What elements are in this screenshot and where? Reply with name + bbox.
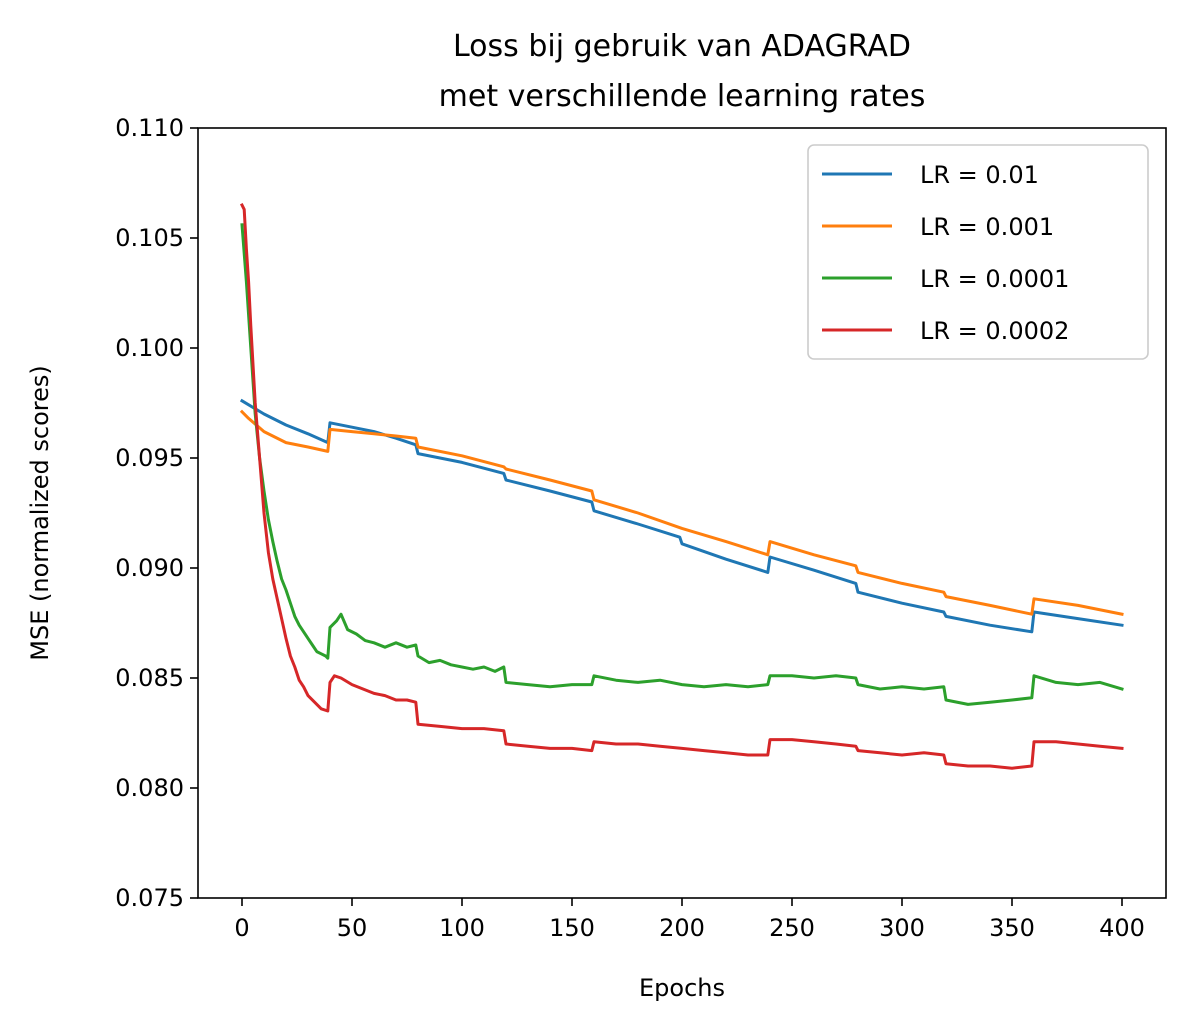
x-axis: 0 50 100 150 200 250 300 350 400: [234, 898, 1145, 942]
x-tick-label: 300: [879, 914, 925, 942]
y-tick-label: 0.100: [115, 334, 184, 362]
y-tick-label: 0.090: [115, 554, 184, 582]
x-tick-label: 250: [769, 914, 815, 942]
series-group: [239, 202, 1124, 770]
y-tick-label: 0.110: [115, 114, 184, 142]
x-tick-label: 50: [337, 914, 368, 942]
y-axis-label: MSE (normalized scores): [26, 365, 54, 660]
y-axis: 0.075 0.080 0.085 0.090 0.095 0.100 0.105 0.110: [115, 114, 198, 912]
x-tick-label: 400: [1099, 914, 1145, 942]
series-line-2: [239, 409, 1124, 616]
x-tick-label: 0: [234, 914, 249, 942]
legend: LR = 0.01 LR = 0.001 LR = 0.0001 LR = 0.000…: [807, 144, 1149, 360]
y-tick-label: 0.095: [115, 444, 184, 472]
x-tick-label: 100: [439, 914, 485, 942]
y-tick-label: 0.080: [115, 774, 184, 802]
y-tick-label: 0.075: [115, 884, 184, 912]
legend-label-3: LR = 0.0001: [920, 265, 1069, 293]
chart-title-line-1: Loss bij gebruik van ADAGRAD: [453, 29, 911, 64]
legend-label-4: LR = 0.0002: [920, 317, 1069, 345]
x-tick-label: 350: [989, 914, 1035, 942]
y-tick-label: 0.085: [115, 664, 184, 692]
legend-box: [807, 144, 1149, 360]
y-tick-label: 0.105: [115, 224, 184, 252]
x-tick-label: 150: [549, 914, 595, 942]
x-axis-label: Epochs: [639, 974, 725, 1002]
x-tick-label: 200: [659, 914, 705, 942]
legend-label-2: LR = 0.001: [920, 213, 1054, 241]
series-line-1: [239, 398, 1124, 634]
chart-title-line-2: met verschillende learning rates: [439, 79, 926, 114]
series-line-3: [240, 223, 1124, 706]
series-line-4: [239, 202, 1124, 770]
legend-label-1: LR = 0.01: [920, 161, 1039, 189]
